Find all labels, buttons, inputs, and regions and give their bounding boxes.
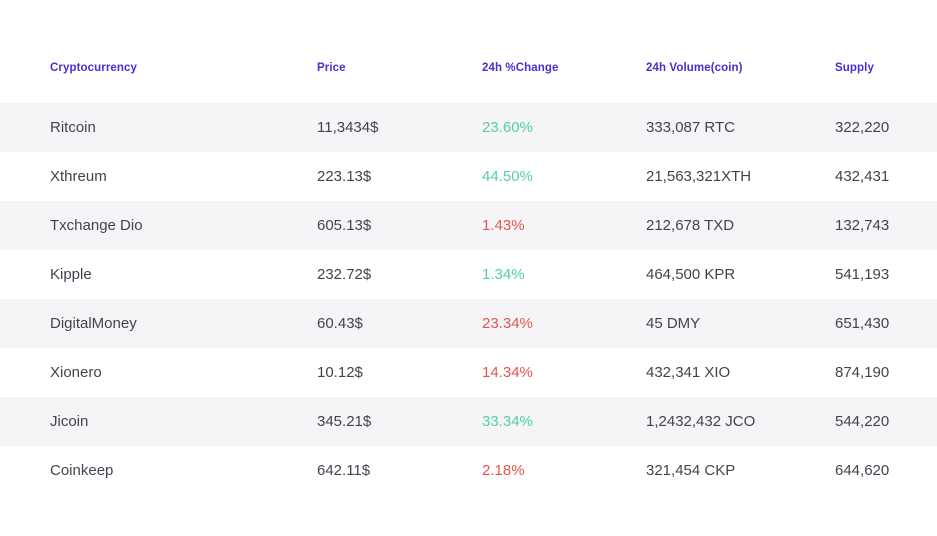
change-cell: 23.34%	[482, 315, 533, 332]
table-row[interactable]: Coinkeep 642.11$ 2.18% 321,454 CKP 644,6…	[0, 446, 937, 495]
coin-name-cell: Jicoin	[50, 413, 89, 430]
volume-cell: 321,454 CKP	[646, 462, 736, 479]
coin-name-cell: DigitalMoney	[50, 315, 137, 332]
price-cell: 345.21$	[317, 413, 372, 430]
table-header-row: Cryptocurrency Price 24h %Change 24h Vol…	[0, 55, 937, 81]
table-row[interactable]: Ritcoin 11,3434$ 23.60% 333,087 RTC 322,…	[0, 103, 937, 152]
price-cell: 232.72$	[317, 266, 372, 283]
table-body: Ritcoin 11,3434$ 23.60% 333,087 RTC 322,…	[0, 103, 937, 495]
volume-cell: 212,678 TXD	[646, 217, 735, 234]
column-header-price: Price	[317, 62, 346, 74]
change-cell: 1.43%	[482, 217, 525, 234]
coin-name-cell: Xionero	[50, 364, 102, 381]
price-cell: 10.12$	[317, 364, 363, 381]
volume-cell: 21,563,321XTH	[646, 168, 752, 185]
column-header-supply: Supply	[835, 62, 874, 74]
change-cell: 33.34%	[482, 413, 533, 430]
volume-cell: 432,341 XIO	[646, 364, 731, 381]
table-row[interactable]: Xthreum 223.13$ 44.50% 21,563,321XTH 432…	[0, 152, 937, 201]
supply-cell: 544,220	[835, 413, 890, 430]
table-row[interactable]: Kipple 232.72$ 1.34% 464,500 KPR 541,193	[0, 250, 937, 299]
coin-name-cell: Kipple	[50, 266, 92, 283]
coin-name-cell: Coinkeep	[50, 462, 114, 479]
volume-cell: 333,087 RTC	[646, 119, 735, 136]
change-cell: 23.60%	[482, 119, 533, 136]
table-row[interactable]: Jicoin 345.21$ 33.34% 1,2432,432 JCO 544…	[0, 397, 937, 446]
volume-cell: 464,500 KPR	[646, 266, 736, 283]
price-cell: 11,3434$	[317, 119, 379, 136]
table-row[interactable]: DigitalMoney 60.43$ 23.34% 45 DMY 651,43…	[0, 299, 937, 348]
column-header-volume: 24h Volume(coin)	[646, 62, 743, 74]
coin-name-cell: Ritcoin	[50, 119, 96, 136]
change-cell: 14.34%	[482, 364, 533, 381]
supply-cell: 132,743	[835, 217, 890, 234]
coin-name-cell: Xthreum	[50, 168, 107, 185]
supply-cell: 874,190	[835, 364, 890, 381]
price-cell: 605.13$	[317, 217, 372, 234]
supply-cell: 432,431	[835, 168, 890, 185]
price-cell: 223.13$	[317, 168, 372, 185]
column-header-change: 24h %Change	[482, 62, 559, 74]
change-cell: 2.18%	[482, 462, 525, 479]
change-cell: 44.50%	[482, 168, 533, 185]
coin-name-cell: Txchange Dio	[50, 217, 143, 234]
supply-cell: 322,220	[835, 119, 890, 136]
supply-cell: 651,430	[835, 315, 890, 332]
supply-cell: 644,620	[835, 462, 890, 479]
crypto-table: Cryptocurrency Price 24h %Change 24h Vol…	[0, 55, 937, 495]
price-cell: 60.43$	[317, 315, 363, 332]
table-row[interactable]: Xionero 10.12$ 14.34% 432,341 XIO 874,19…	[0, 348, 937, 397]
price-cell: 642.11$	[317, 462, 371, 479]
change-cell: 1.34%	[482, 266, 525, 283]
column-header-cryptocurrency: Cryptocurrency	[50, 62, 138, 74]
table-row[interactable]: Txchange Dio 605.13$ 1.43% 212,678 TXD 1…	[0, 201, 937, 250]
volume-cell: 45 DMY	[646, 315, 701, 332]
supply-cell: 541,193	[835, 266, 890, 283]
volume-cell: 1,2432,432 JCO	[646, 413, 756, 430]
